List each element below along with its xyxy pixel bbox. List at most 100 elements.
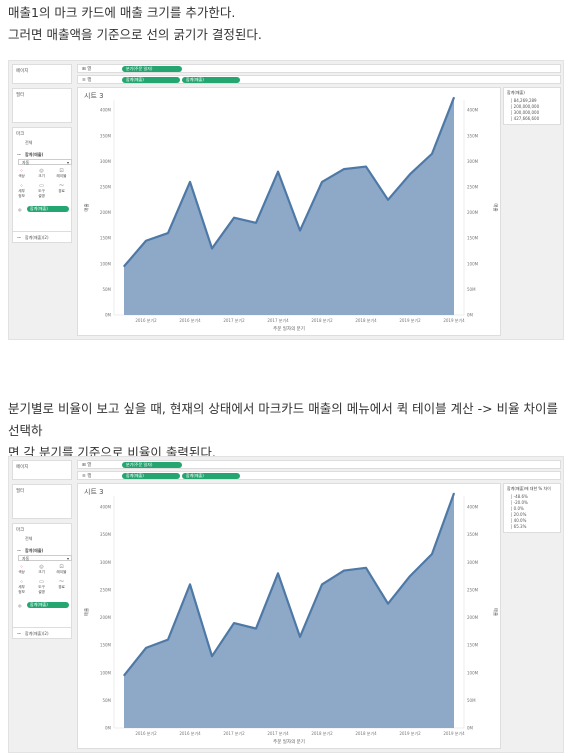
pages-label: 페이지 <box>16 465 29 470</box>
data-point[interactable] <box>233 622 235 624</box>
data-point[interactable] <box>123 674 125 677</box>
data-point[interactable] <box>343 569 345 572</box>
label-button[interactable]: ⊡ 레이블 <box>56 168 67 181</box>
rows-pill-2[interactable]: 합계(매출) <box>182 473 240 479</box>
line-mark-icon: ⁓ <box>17 548 21 553</box>
data-point[interactable] <box>365 567 367 569</box>
path-button-label: 경로 <box>58 585 65 589</box>
y-tick-label-left: 350M <box>100 532 112 537</box>
rows-pill-1[interactable]: 합계(매출) <box>122 473 180 479</box>
measure-tab-2[interactable]: 합계(매출)(2) <box>25 235 49 240</box>
mark-type-value: 자동 <box>22 556 30 561</box>
paragraph-1: 매출1의 마크 카드에 매출 크기를 추가한다. 그러면 매출액을 기준으로 선… <box>8 2 568 46</box>
x-tick-label: 2019 분기2 <box>399 730 421 736</box>
marks-all-tab[interactable]: 전체 <box>25 536 33 541</box>
paragraph-1-line-2: 그러면 매출액을 기준으로 선의 굵기가 결정된다. <box>8 27 262 42</box>
measure-tab-1[interactable]: 합계(매출) <box>25 548 44 553</box>
x-tick-label: 2016 분기2 <box>135 730 157 736</box>
data-point[interactable] <box>277 572 279 574</box>
data-point[interactable] <box>145 647 147 649</box>
data-point[interactable] <box>189 181 191 183</box>
sales-line <box>123 492 456 677</box>
rows-label: ≡ 행 <box>82 473 91 479</box>
worksheet-canvas[interactable]: 시트 3 0M 0M 50M 50M 100M 100M 150M 150M 200M 200M 2… <box>77 87 501 336</box>
mark-type-dropdown[interactable]: 자동 ▾ <box>18 159 72 165</box>
measure-tab-2[interactable]: 합계(매출)(2) <box>25 631 49 636</box>
data-point[interactable] <box>233 217 235 219</box>
measure-tab-1[interactable]: 합계(매출) <box>25 152 44 157</box>
rows-pill-2[interactable]: 합계(매출) <box>182 77 240 83</box>
data-point[interactable] <box>409 575 411 577</box>
y-tick-label-left: 100M <box>100 261 112 266</box>
pages-card: 페이지 <box>12 64 72 84</box>
color-button[interactable]: ⁘ 색상 <box>16 564 27 577</box>
columns-shelf[interactable]: ⊞ 열 분기(주문 일자) <box>77 64 561 73</box>
data-point[interactable] <box>387 603 389 605</box>
pages-card: 페이지 <box>12 460 72 480</box>
legend-title: 합계(매출)에 대한 % 차이 <box>507 486 551 491</box>
detail-button[interactable]: ⁘ 세부 정보 <box>16 579 27 594</box>
data-point[interactable] <box>321 181 323 183</box>
marks-all-tab[interactable]: 전체 <box>25 140 33 145</box>
data-point[interactable] <box>343 168 345 170</box>
y-tick-label-right: 200M <box>467 210 479 215</box>
marks-size-pill-label: 합계(매출) <box>30 206 48 211</box>
legend-item: │ 65.3% <box>510 524 527 529</box>
data-point[interactable] <box>255 222 257 224</box>
size-button[interactable]: ◎ 크기 <box>36 168 47 181</box>
data-point[interactable] <box>365 165 367 168</box>
data-point[interactable] <box>387 199 389 201</box>
y-tick-label-left: 250M <box>100 185 112 190</box>
pages-label: 페이지 <box>16 69 29 74</box>
data-point[interactable] <box>211 655 213 657</box>
rows-label-text: 행 <box>87 78 92 83</box>
data-point[interactable] <box>409 173 411 175</box>
rows-shelf[interactable]: ≡ 행 합계(매출) 합계(매출) <box>77 471 561 480</box>
color-icon: ⁘ <box>19 168 24 174</box>
chevron-down-icon: ▾ <box>66 556 69 561</box>
data-point[interactable] <box>277 171 279 173</box>
sheet-title: 시트 3 <box>84 488 104 496</box>
data-point[interactable] <box>299 636 301 638</box>
sheet-title: 시트 3 <box>84 92 104 100</box>
detail-button-label: 세부 정보 <box>18 189 25 198</box>
tooltip-button[interactable]: ▭ 도구 설명 <box>36 183 47 198</box>
marks-size-pill[interactable]: 합계(매출) <box>27 206 69 212</box>
data-point[interactable] <box>453 492 455 494</box>
marks-size-pill[interactable]: 합계(매출) <box>27 602 69 608</box>
data-point[interactable] <box>145 240 147 242</box>
area-chart: 0M 0M 50M 50M 100M 100M 150M 150M 200M 200M 250M 25… <box>83 96 499 332</box>
data-point[interactable] <box>211 247 213 250</box>
data-point[interactable] <box>299 229 301 232</box>
path-button[interactable]: ⁓ 경로 <box>56 183 67 196</box>
data-point[interactable] <box>453 96 455 99</box>
data-point[interactable] <box>321 583 323 585</box>
columns-shelf[interactable]: ⊞ 열 분기(주문 일자) <box>77 460 561 469</box>
detail-button[interactable]: ⁘ 세부 정보 <box>16 183 27 198</box>
data-point[interactable] <box>255 627 257 630</box>
mark-type-dropdown[interactable]: 자동 ▾ <box>18 555 72 561</box>
marks-card: 마크 전체 합계(매출) ⁓ 자동 ▾ ⁘ 색상 ◎ 크기 ⊡ 레이블 ⁘ 세부 정보 ▭… <box>12 127 72 239</box>
worksheet-canvas[interactable]: 시트 3 0M 0M 50M 50M 100M 100M 150M 150M 200M 200M 2… <box>77 483 501 749</box>
x-tick-label: 2017 분기4 <box>267 317 289 323</box>
rows-label: ≡ 행 <box>82 77 91 83</box>
rows-pill-1-label: 합계(매출) <box>126 77 144 82</box>
rows-label-text: 행 <box>87 474 92 479</box>
data-point[interactable] <box>189 583 191 585</box>
path-button[interactable]: ⁓ 경로 <box>56 579 67 592</box>
tooltip-button[interactable]: ▭ 도구 설명 <box>36 579 47 594</box>
x-tick-label: 2019 분기4 <box>443 317 465 323</box>
size-button[interactable]: ◎ 크기 <box>36 564 47 577</box>
data-point[interactable] <box>431 553 433 555</box>
data-point[interactable] <box>123 265 125 267</box>
data-point[interactable] <box>167 232 169 234</box>
rows-shelf[interactable]: ≡ 행 합계(매출) 합계(매출) <box>77 75 561 84</box>
columns-pill[interactable]: 분기(주문 일자) <box>122 66 182 72</box>
data-point[interactable] <box>167 639 169 641</box>
columns-pill[interactable]: 분기(주문 일자) <box>122 462 182 468</box>
label-button[interactable]: ⊡ 레이블 <box>56 564 67 577</box>
rows-pill-1[interactable]: 합계(매출) <box>122 77 180 83</box>
y-tick-label-left: 50M <box>102 698 111 703</box>
color-button[interactable]: ⁘ 색상 <box>16 168 27 181</box>
data-point[interactable] <box>431 153 433 155</box>
